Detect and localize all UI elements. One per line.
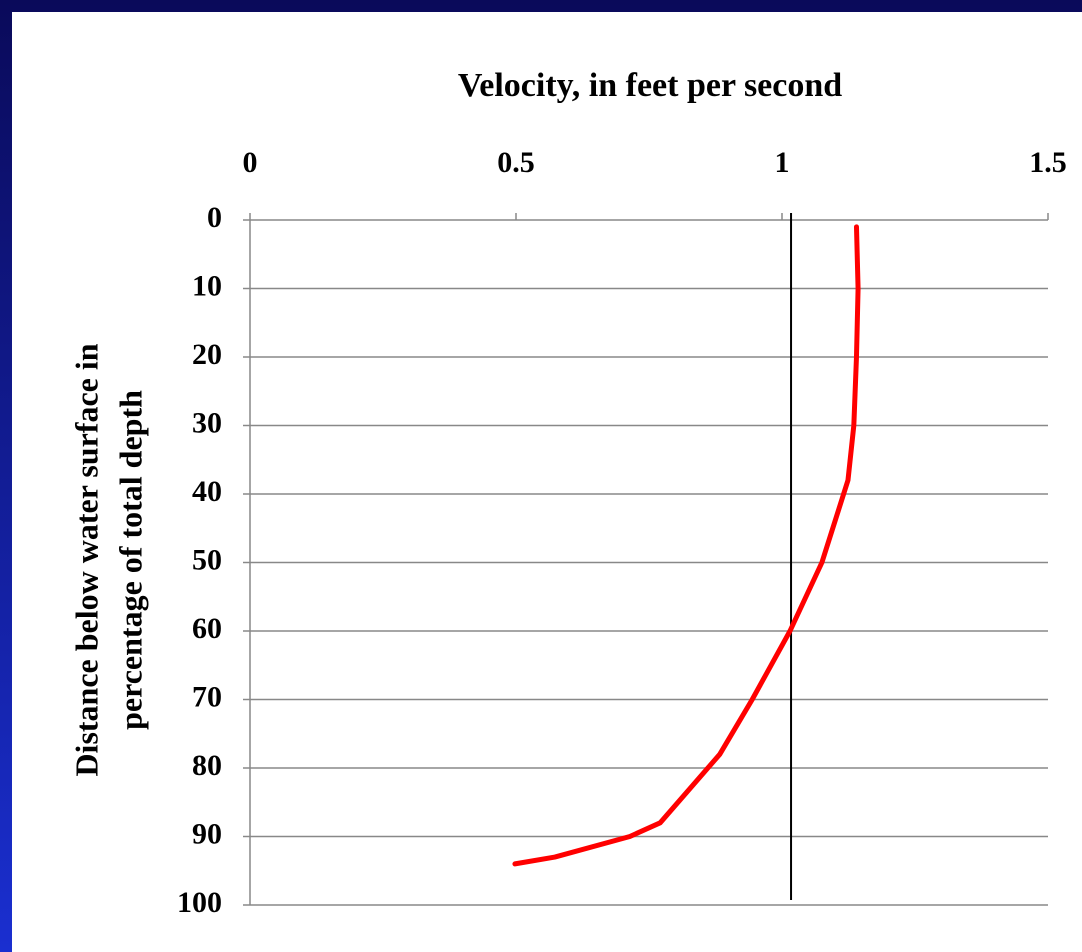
x-tick-label: 0 [243,146,258,179]
x-tick-label: 1.5 [1029,146,1067,179]
data-line [512,224,861,867]
y-tick-label: 50 [192,543,222,576]
y-tick-label: 10 [192,269,222,302]
x-axis-title: Velocity, in feet per second [458,67,842,104]
y-tick-label: 30 [192,406,222,439]
y-axis-title: Distance below water surface in percenta… [68,343,148,776]
y-axis-title-line: percentage of total depth [112,390,148,730]
y-tick-label: 0 [207,201,222,234]
y-tick-label: 70 [192,680,222,713]
y-tick-label: 90 [192,817,222,850]
plot-background [12,12,1082,952]
y-tick-label: 20 [192,338,222,371]
x-tick-label: 0.5 [497,146,535,179]
y-tick-label: 80 [192,749,222,782]
y-tick-label: 100 [177,886,222,919]
y-tick-label: 40 [192,475,222,508]
x-tick-label: 1 [775,146,790,179]
y-axis-title-line: Distance below water surface in [68,343,104,776]
y-tick-label: 60 [192,612,222,645]
